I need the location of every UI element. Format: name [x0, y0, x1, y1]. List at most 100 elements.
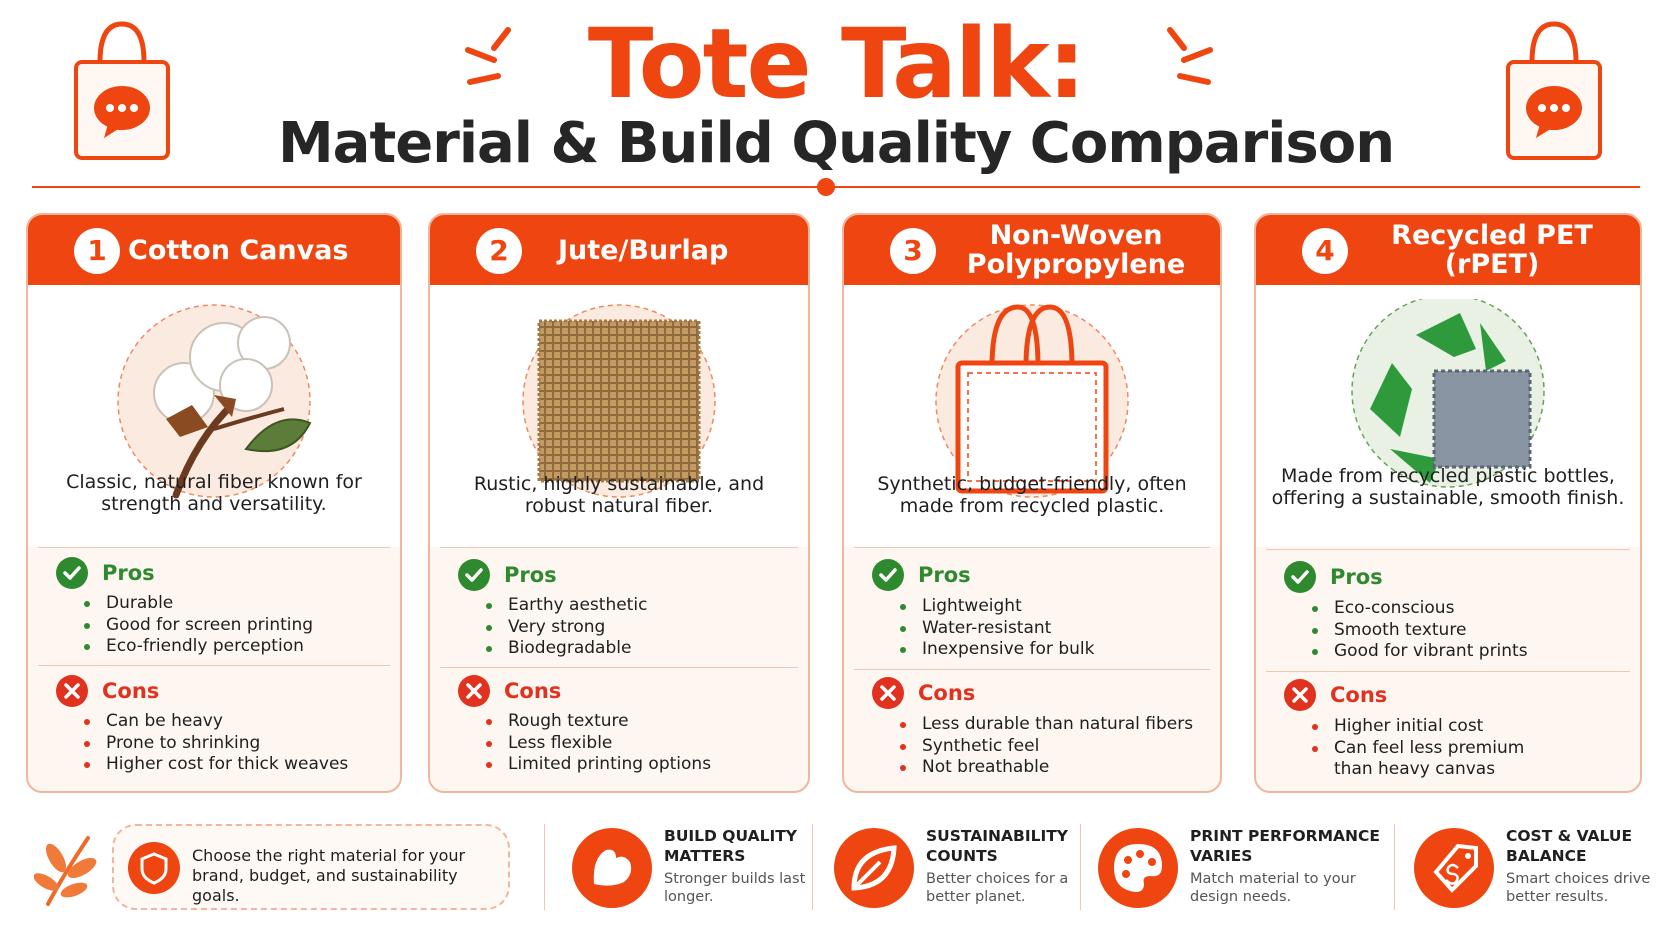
list-item: Synthetic feel: [900, 736, 1210, 758]
feature-cost-value: COST & VALUE BALANCE Smart choices drive…: [1414, 822, 1664, 912]
card-title: Jute/Burlap: [558, 234, 729, 266]
cons-list: Less durable than natural fibers Synthet…: [900, 714, 1210, 779]
feature-title: PRINT PERFORMANCE VARIES: [1190, 827, 1380, 865]
feature-description: Better choices for a better planet.: [926, 871, 1069, 905]
cons-heading: Cons: [458, 675, 561, 707]
list-item: Inexpensive for bulk: [900, 639, 1210, 661]
feature-title: SUSTAINABILITY COUNTS: [926, 827, 1069, 865]
card-title: Cotton Canvas: [128, 234, 349, 266]
card-description: Synthetic, budget-friendly, often made f…: [877, 473, 1187, 517]
header: Tote Talk: Material & Build Quality Comp…: [0, 0, 1672, 200]
x-circle-icon: [56, 675, 88, 707]
cons-list: Can be heavy Prone to shrinking Higher c…: [84, 711, 390, 776]
card-title: Non-Woven Polypropylene: [966, 220, 1186, 280]
section-divider: [440, 667, 798, 668]
list-item: Good for vibrant prints: [1312, 641, 1630, 663]
leaf-sprig-icon: [34, 836, 97, 906]
price-tag-icon: [1414, 828, 1494, 908]
material-card-recycled-pet: 4 Recycled PET (rPET) Made from recycled…: [1254, 213, 1642, 793]
cotton-boll-icon: [117, 304, 312, 499]
footer-divider: [1394, 824, 1395, 910]
list-item: Can feel less premium than heavy canvas: [1312, 738, 1542, 781]
list-item: Not breathable: [900, 757, 1210, 779]
tip-text: Choose the right material for your brand…: [192, 846, 466, 905]
feature-print-performance: PRINT PERFORMANCE VARIES Match material …: [1098, 822, 1380, 912]
feature-build-quality: BUILD QUALITY MATTERS Stronger builds la…: [572, 822, 805, 912]
card-number: 3: [890, 228, 936, 274]
card-description: Rustic, highly sustainable, and robust n…: [473, 473, 765, 517]
list-item: Less flexible: [486, 733, 798, 755]
card-header: 2 Jute/Burlap: [430, 215, 808, 285]
card-summary: Synthetic, budget-friendly, often made f…: [844, 285, 1220, 547]
pros-list: Durable Good for screen printing Eco-fri…: [84, 593, 390, 658]
cons-label: Cons: [918, 681, 976, 705]
material-card-cotton-canvas: 1 Cotton Canvas Classic, natural fiber k…: [26, 213, 402, 793]
card-summary: Classic, natural fiber known for strengt…: [28, 285, 400, 547]
pros-heading: Pros: [56, 557, 155, 589]
list-item: Lightweight: [900, 596, 1210, 618]
check-circle-icon: [872, 559, 904, 591]
tip-callout: Choose the right material for your brand…: [112, 824, 510, 910]
header-divider: [32, 186, 1640, 188]
list-item: Smooth texture: [1312, 620, 1630, 642]
recycle-fabric-icon: [1351, 299, 1545, 488]
burlap-swatch-icon: [522, 304, 716, 498]
footer-divider: [544, 824, 545, 910]
section-divider: [1266, 549, 1630, 550]
pros-list: Lightweight Water-resistant Inexpensive …: [900, 596, 1210, 661]
card-summary: Rustic, highly sustainable, and robust n…: [430, 285, 808, 547]
footer-divider: [812, 824, 813, 910]
list-item: Less durable than natural fibers: [900, 714, 1210, 736]
shopping-bag-chat-icon: [74, 21, 170, 160]
list-item: Earthy aesthetic: [486, 595, 798, 617]
feature-description: Smart choices drive better results.: [1506, 871, 1651, 905]
list-item: Can be heavy: [84, 711, 390, 733]
card-description: Made from recycled plastic bottles, offe…: [1271, 465, 1625, 509]
pros-list: Eco-conscious Smooth texture Good for vi…: [1312, 598, 1630, 663]
list-item: Higher cost for thick weaves: [84, 754, 390, 776]
card-number: 1: [74, 228, 120, 274]
pros-label: Pros: [102, 561, 155, 585]
list-item: Biodegradable: [486, 638, 798, 660]
list-item: Rough texture: [486, 711, 798, 733]
list-item: Prone to shrinking: [84, 733, 390, 755]
card-number: 4: [1302, 228, 1348, 274]
x-circle-icon: [872, 677, 904, 709]
footer-divider: [1080, 824, 1081, 910]
leaf-icon: [834, 828, 914, 908]
card-description: Classic, natural fiber known for strengt…: [66, 471, 362, 515]
pros-label: Pros: [918, 563, 971, 587]
card-summary: Made from recycled plastic bottles, offe…: [1256, 285, 1640, 547]
feature-title: BUILD QUALITY MATTERS: [664, 827, 798, 865]
paint-palette-icon: [1098, 828, 1178, 908]
section-divider: [38, 665, 390, 666]
card-number: 2: [476, 228, 522, 274]
section-divider: [854, 669, 1210, 670]
x-circle-icon: [1284, 679, 1316, 711]
cons-label: Cons: [1330, 683, 1388, 707]
shield-icon: [128, 842, 180, 894]
list-item: Limited printing options: [486, 754, 798, 776]
pros-label: Pros: [504, 563, 557, 587]
section-divider: [1266, 671, 1630, 672]
cons-heading: Cons: [872, 677, 975, 709]
x-circle-icon: [458, 675, 490, 707]
material-card-non-woven-polypropylene: 3 Non-Woven Polypropylene Synthetic, bud…: [842, 213, 1222, 793]
feature-title: COST & VALUE BALANCE: [1506, 827, 1633, 865]
shopping-bag-chat-icon: [1506, 21, 1602, 160]
list-item: Higher initial cost: [1312, 716, 1542, 738]
cons-label: Cons: [102, 679, 160, 703]
feature-description: Stronger builds last longer.: [664, 871, 806, 905]
material-card-jute-burlap: 2 Jute/Burlap Rustic, highly sustainable…: [428, 213, 810, 793]
card-header: 4 Recycled PET (rPET): [1256, 215, 1640, 285]
header-divider-dot: [817, 178, 835, 196]
cons-list: Higher initial cost Can feel less premiu…: [1312, 716, 1542, 781]
check-circle-icon: [1284, 561, 1316, 593]
page-subtitle: Material & Build Quality Comparison: [277, 111, 1395, 176]
check-circle-icon: [56, 557, 88, 589]
list-item: Eco-friendly perception: [84, 636, 390, 658]
list-item: Good for screen printing: [84, 615, 390, 637]
pros-label: Pros: [1330, 565, 1383, 589]
cons-heading: Cons: [56, 675, 159, 707]
pros-heading: Pros: [1284, 561, 1383, 593]
